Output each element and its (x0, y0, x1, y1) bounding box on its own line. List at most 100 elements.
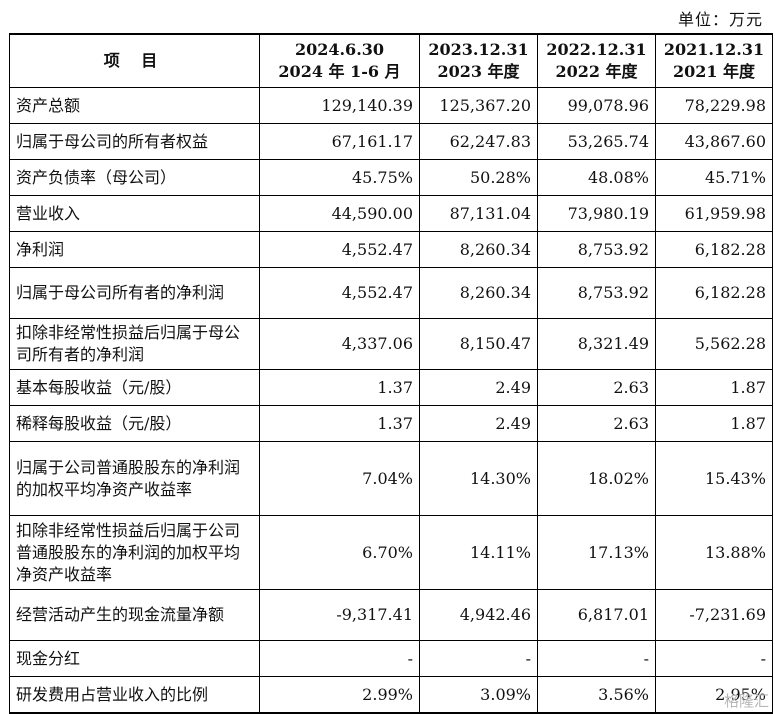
cell-value: 8,260.34 (419, 231, 538, 268)
financial-table: 项 目 2024.6.30 2024 年 1-6 月 2023.12.31 20… (9, 33, 773, 714)
cell-value: 3.56% (537, 676, 656, 714)
cell-value: 15.43% (655, 441, 773, 516)
header-col-1: 2024.6.30 2024 年 1-6 月 (259, 33, 420, 88)
cell-value: 129,140.39 (259, 87, 420, 124)
cell-value: 50.28% (419, 159, 538, 196)
table-row: 资产总额 129,140.39 125,367.20 99,078.96 78,… (9, 87, 773, 124)
header-col-4-date: 2021.12.31 (663, 40, 765, 59)
header-col-1-date: 2024.6.30 (294, 40, 385, 59)
cell-value: - (259, 640, 420, 677)
table-row: 归属于母公司的所有者权益 67,161.17 62,247.83 53,265.… (9, 123, 773, 160)
table-row: 归属于公司普通股股东的净利润的加权平均净资产收益率 7.04% 14.30% 1… (9, 441, 773, 516)
cell-value: 17.13% (537, 515, 656, 590)
cell-value: -7,231.69 (655, 589, 773, 641)
row-label: 现金分红 (9, 640, 260, 677)
header-col-4: 2021.12.31 2021 年度 (655, 33, 773, 88)
cell-value: 53,265.74 (537, 123, 656, 160)
cell-value: 4,552.47 (259, 267, 420, 319)
header-col-2-period: 2023 年度 (437, 62, 520, 81)
cell-value: 1.37 (259, 369, 420, 406)
cell-value: 3.09% (419, 676, 538, 714)
cell-value: 4,942.46 (419, 589, 538, 641)
cell-value: 6,817.01 (537, 589, 656, 641)
header-item: 项 目 (9, 33, 260, 88)
unit-label: 单位：万元 (677, 10, 763, 29)
table-row: 现金分红 - - - - (9, 640, 773, 677)
cell-value: 1.37 (259, 405, 420, 442)
cell-value: 87,131.04 (419, 195, 538, 232)
cell-value: 4,552.47 (259, 231, 420, 268)
table-row: 经营活动产生的现金流量净额 -9,317.41 4,942.46 6,817.0… (9, 589, 773, 641)
cell-value: 45.71% (655, 159, 773, 196)
cell-value: 45.75% (259, 159, 420, 196)
cell-value: 99,078.96 (537, 87, 656, 124)
table-row: 营业收入 44,590.00 87,131.04 73,980.19 61,95… (9, 195, 773, 232)
cell-value: 67,161.17 (259, 123, 420, 160)
row-label: 资产负债率（母公司） (9, 159, 260, 196)
cell-value: 2.49 (419, 405, 538, 442)
row-label: 资产总额 (9, 87, 260, 124)
table-row: 净利润 4,552.47 8,260.34 8,753.92 6,182.28 (9, 231, 773, 268)
cell-value: 1.87 (655, 405, 773, 442)
row-label: 营业收入 (9, 195, 260, 232)
cell-value: 43,867.60 (655, 123, 773, 160)
cell-value: 61,959.98 (655, 195, 773, 232)
cell-value: 2.49 (419, 369, 538, 406)
cell-value: 8,150.47 (419, 318, 538, 370)
table-row: 稀释每股收益（元/股） 1.37 2.49 2.63 1.87 (9, 405, 773, 442)
row-label: 扣除非经常性损益后归属于公司普通股股东的净利润的加权平均净资产收益率 (9, 515, 260, 590)
cell-value: 48.08% (537, 159, 656, 196)
cell-value: 73,980.19 (537, 195, 656, 232)
cell-value: 8,260.34 (419, 267, 538, 319)
cell-value: 62,247.83 (419, 123, 538, 160)
cell-value: 8,753.92 (537, 267, 656, 319)
header-row: 项 目 2024.6.30 2024 年 1-6 月 2023.12.31 20… (9, 33, 773, 88)
header-col-3-date: 2022.12.31 (546, 40, 647, 59)
cell-value: 1.87 (655, 369, 773, 406)
cell-value: - (419, 640, 538, 677)
header-col-3: 2022.12.31 2022 年度 (537, 33, 656, 88)
header-col-2: 2023.12.31 2023 年度 (419, 33, 538, 88)
cell-value: 78,229.98 (655, 87, 773, 124)
row-label: 研发费用占营业收入的比例 (9, 676, 260, 714)
cell-value: 13.88% (655, 515, 773, 590)
table-row: 扣除非经常性损益后归属于母公司所有者的净利润 4,337.06 8,150.47… (9, 318, 773, 370)
watermark-logo: 格隆汇 (723, 692, 769, 710)
cell-value: 6.70% (259, 515, 420, 590)
cell-value: 6,182.28 (655, 231, 773, 268)
cell-value: 8,753.92 (537, 231, 656, 268)
row-label: 稀释每股收益（元/股） (9, 405, 260, 442)
cell-value: 2.63 (537, 405, 656, 442)
cell-value: 8,321.49 (537, 318, 656, 370)
cell-value: 14.30% (419, 441, 538, 516)
cell-value: 6,182.28 (655, 267, 773, 319)
row-label: 扣除非经常性损益后归属于母公司所有者的净利润 (9, 318, 260, 370)
cell-value: 125,367.20 (419, 87, 538, 124)
cell-value: 2.63 (537, 369, 656, 406)
cell-value: - (655, 640, 773, 677)
header-col-1-period: 2024 年 1-6 月 (278, 62, 401, 81)
cell-value: 2.99% (259, 676, 420, 714)
header-col-4-period: 2021 年度 (672, 62, 756, 81)
header-col-3-period: 2022 年度 (555, 62, 638, 81)
cell-value: 14.11% (419, 515, 538, 590)
cell-value: 5,562.28 (655, 318, 773, 370)
cell-value: 4,337.06 (259, 318, 420, 370)
row-label: 归属于母公司所有者的净利润 (9, 267, 260, 319)
cell-value: 18.02% (537, 441, 656, 516)
cell-value: - (537, 640, 656, 677)
row-label: 归属于母公司的所有者权益 (9, 123, 260, 160)
row-label: 经营活动产生的现金流量净额 (9, 589, 260, 641)
header-col-2-date: 2023.12.31 (428, 40, 529, 59)
cell-value: 44,590.00 (259, 195, 420, 232)
table-row: 扣除非经常性损益后归属于公司普通股股东的净利润的加权平均净资产收益率 6.70%… (9, 515, 773, 590)
table-row: 归属于母公司所有者的净利润 4,552.47 8,260.34 8,753.92… (9, 267, 773, 319)
table-row: 基本每股收益（元/股） 1.37 2.49 2.63 1.87 (9, 369, 773, 406)
table-row: 研发费用占营业收入的比例 2.99% 3.09% 3.56% 2.95% (9, 676, 773, 714)
table-row: 资产负债率（母公司） 45.75% 50.28% 48.08% 45.71% (9, 159, 773, 196)
cell-value: 2.95% (655, 676, 773, 714)
cell-value: 7.04% (259, 441, 420, 516)
row-label: 基本每股收益（元/股） (9, 369, 260, 406)
row-label: 净利润 (9, 231, 260, 268)
cell-value: -9,317.41 (259, 589, 420, 641)
